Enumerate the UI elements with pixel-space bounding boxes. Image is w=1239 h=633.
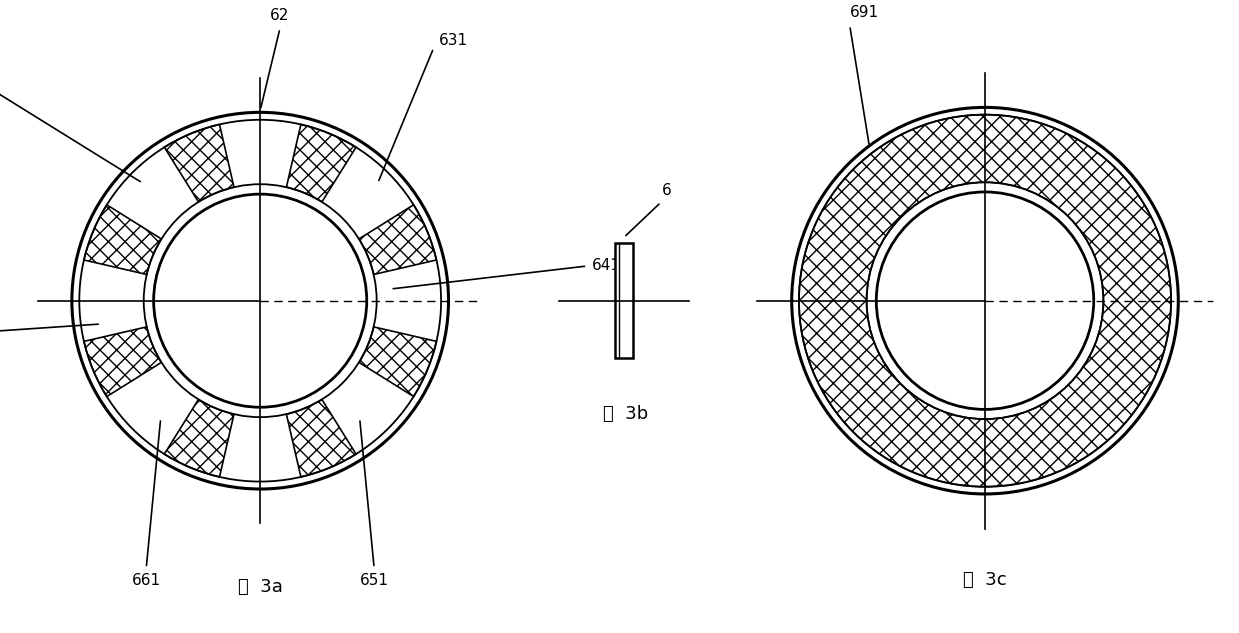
Text: 62: 62	[270, 8, 290, 23]
Wedge shape	[359, 205, 436, 275]
Text: 661: 661	[131, 573, 161, 588]
Wedge shape	[286, 125, 356, 202]
Wedge shape	[359, 327, 436, 396]
Wedge shape	[165, 399, 234, 477]
Text: 6: 6	[662, 184, 672, 199]
Text: 图  3a: 图 3a	[238, 578, 282, 596]
Text: 651: 651	[359, 573, 389, 588]
Text: 691: 691	[850, 6, 878, 20]
Text: 641: 641	[592, 258, 621, 273]
Wedge shape	[165, 125, 234, 202]
Text: 图  3c: 图 3c	[963, 571, 1007, 589]
Wedge shape	[84, 327, 161, 396]
Bar	[615, 243, 633, 358]
Text: 631: 631	[439, 33, 468, 48]
Wedge shape	[799, 115, 1171, 487]
Text: 图  3b: 图 3b	[603, 404, 648, 423]
Wedge shape	[84, 205, 161, 275]
Wedge shape	[286, 399, 356, 477]
